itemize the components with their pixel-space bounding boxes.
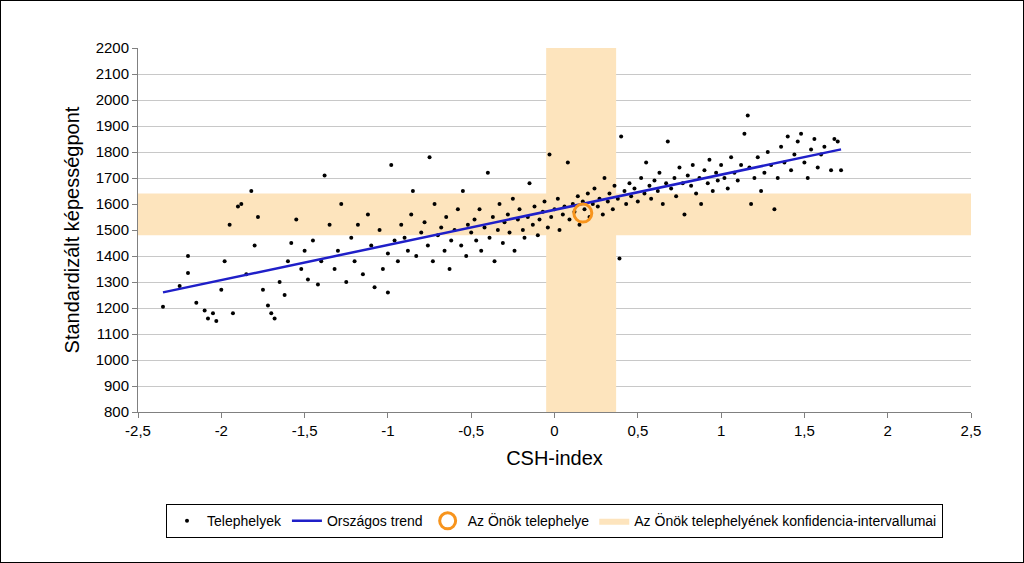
svg-text:1100: 1100 [97, 325, 129, 342]
svg-text:1700: 1700 [96, 169, 129, 186]
svg-text:1800: 1800 [96, 143, 129, 160]
svg-text:-0,5: -0,5 [458, 422, 484, 439]
svg-text:-1,5: -1,5 [292, 422, 318, 439]
svg-text:1000: 1000 [96, 351, 129, 368]
svg-text:1500: 1500 [96, 221, 129, 238]
svg-text:1,5: 1,5 [794, 422, 815, 439]
svg-text:2000: 2000 [96, 91, 129, 108]
svg-text:Standardizált képességpont: Standardizált képességpont [61, 106, 83, 353]
svg-text:2200: 2200 [96, 39, 129, 56]
svg-text:1300: 1300 [96, 273, 129, 290]
svg-text:2,5: 2,5 [961, 422, 982, 439]
svg-text:1900: 1900 [96, 117, 129, 134]
svg-text:Az Önök telephelyének konfiden: Az Önök telephelyének konfidencia-interv… [634, 512, 936, 529]
svg-text:900: 900 [104, 377, 129, 394]
svg-text:0,5: 0,5 [627, 422, 648, 439]
svg-text:1600: 1600 [96, 195, 129, 212]
svg-text:-1: -1 [381, 422, 394, 439]
svg-text:1200: 1200 [96, 299, 129, 316]
svg-text:Országos trend: Országos trend [327, 513, 423, 529]
svg-text:2100: 2100 [96, 65, 129, 82]
svg-text:1400: 1400 [96, 247, 129, 264]
svg-text:800: 800 [104, 403, 129, 420]
svg-text:-2,5: -2,5 [125, 422, 151, 439]
svg-text:1: 1 [717, 422, 725, 439]
svg-text:2: 2 [884, 422, 892, 439]
svg-text:-2: -2 [215, 422, 228, 439]
svg-text:0: 0 [550, 422, 558, 439]
svg-text:Telephelyek: Telephelyek [207, 513, 282, 529]
svg-text:CSH-index: CSH-index [506, 447, 603, 469]
svg-text:Az Önök telephelye: Az Önök telephelye [468, 512, 590, 529]
